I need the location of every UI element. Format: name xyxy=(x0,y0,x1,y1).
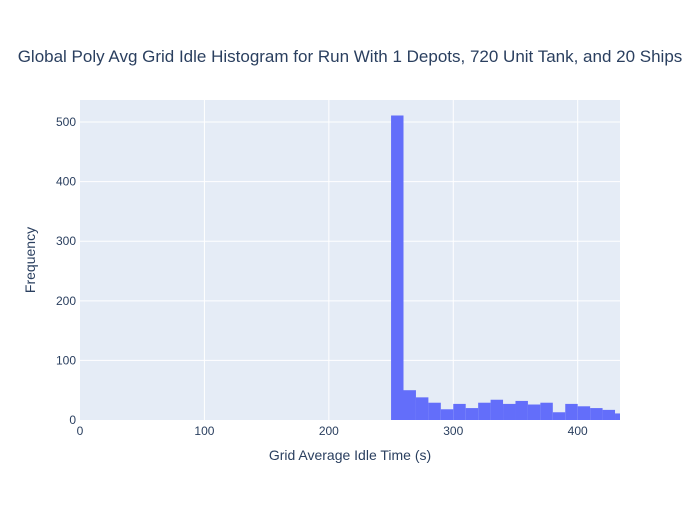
histogram-bar[interactable] xyxy=(428,402,441,420)
histogram-bar[interactable] xyxy=(440,409,454,420)
histogram-bar[interactable] xyxy=(602,409,616,420)
x-tick-label: 0 xyxy=(77,424,84,438)
histogram-bar[interactable] xyxy=(478,402,491,420)
histogram-bar[interactable] xyxy=(552,412,566,420)
x-tick-label: 100 xyxy=(194,424,214,438)
y-tick-label: 400 xyxy=(56,175,76,189)
y-axis-label: Frequency xyxy=(22,227,38,293)
x-tick-label: 200 xyxy=(319,424,339,438)
y-tick-label: 100 xyxy=(56,353,76,367)
x-tick-label: 400 xyxy=(568,424,588,438)
histogram-bars xyxy=(391,115,620,421)
y-tick-label: 500 xyxy=(56,115,76,129)
histogram-bar[interactable] xyxy=(490,399,504,420)
plot-area xyxy=(80,100,620,420)
y-tick-label: 300 xyxy=(56,234,76,248)
y-tick-label: 0 xyxy=(69,413,76,427)
histogram-bar[interactable] xyxy=(565,403,578,420)
histogram-bar[interactable] xyxy=(465,408,479,420)
histogram-bar[interactable] xyxy=(615,413,620,420)
y-tick-label: 200 xyxy=(56,294,76,308)
histogram-bar[interactable] xyxy=(403,390,416,420)
histogram-bar[interactable] xyxy=(415,397,429,420)
chart-title: Global Poly Avg Grid Idle Histogram for … xyxy=(18,47,683,66)
histogram-bar[interactable] xyxy=(391,115,404,421)
x-axis-label: Grid Average Idle Time (s) xyxy=(269,447,431,463)
histogram-bar[interactable] xyxy=(577,406,591,420)
histogram-bar[interactable] xyxy=(453,403,466,420)
x-axis-ticks: 0 100 200 300 400 xyxy=(77,424,588,438)
histogram-bar[interactable] xyxy=(515,400,528,420)
histogram-bar[interactable] xyxy=(503,403,516,420)
histogram-bar[interactable] xyxy=(590,408,603,420)
gridlines xyxy=(80,100,620,420)
y-axis-ticks: 0 100 200 300 400 500 xyxy=(56,115,76,427)
x-tick-label: 300 xyxy=(443,424,463,438)
histogram-bar[interactable] xyxy=(527,404,541,420)
histogram-bar[interactable] xyxy=(540,402,553,420)
